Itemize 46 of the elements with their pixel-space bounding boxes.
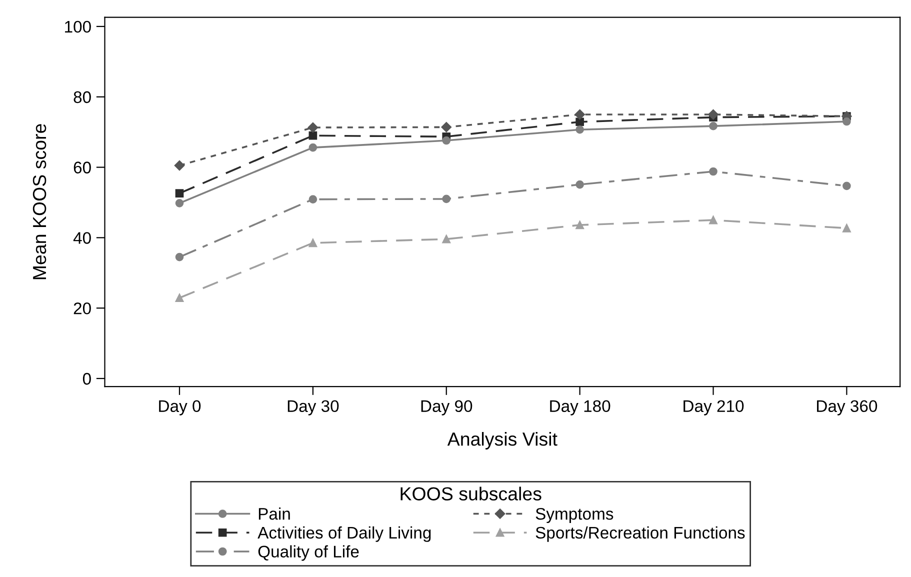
point	[576, 180, 584, 189]
point	[175, 252, 184, 262]
point	[842, 182, 851, 190]
point	[174, 160, 185, 171]
point	[574, 109, 585, 120]
legend-label: Sports/Recreation Functions	[536, 526, 745, 542]
point	[308, 195, 318, 204]
point	[308, 131, 318, 140]
point	[576, 125, 584, 134]
point	[175, 189, 184, 198]
point	[442, 194, 451, 204]
point	[709, 122, 718, 130]
point	[442, 136, 451, 145]
y-tick-label: 80	[74, 91, 91, 104]
x-axis-title: Analysis Visit	[447, 432, 558, 450]
y-tick-label: 40	[73, 232, 91, 244]
point	[442, 234, 451, 244]
point	[175, 294, 184, 302]
point	[708, 109, 718, 120]
y-tick-label: 0	[82, 372, 91, 385]
point	[308, 143, 318, 152]
legend-label: Quality of Life	[258, 545, 359, 561]
y-axis-title: Mean KOOS score	[32, 124, 46, 280]
point	[842, 224, 851, 232]
point	[175, 199, 184, 208]
point	[576, 220, 584, 230]
point	[709, 167, 718, 176]
point	[842, 117, 851, 126]
x-tick-label: Day 0	[159, 400, 201, 416]
legend-label: Symptoms	[536, 508, 614, 524]
x-tick-label: Day 180	[550, 400, 610, 416]
point	[308, 238, 318, 248]
y-tick-label: 20	[74, 302, 91, 314]
point	[709, 216, 718, 224]
legend-label: Activities of Daily Living	[258, 526, 431, 542]
point	[441, 122, 452, 132]
y-tick-label: 60	[74, 162, 91, 174]
x-tick-label: Day 90	[421, 400, 472, 416]
x-tick-label: Day 360	[817, 400, 878, 416]
y-tick-label: 100	[65, 20, 91, 33]
point	[308, 122, 318, 133]
legend-label: Pain	[258, 508, 290, 520]
point	[576, 118, 584, 126]
legend-title: KOOS subscales	[400, 486, 542, 500]
x-tick-label: Day 30	[288, 400, 339, 416]
x-tick-label: Day 210	[684, 400, 744, 416]
